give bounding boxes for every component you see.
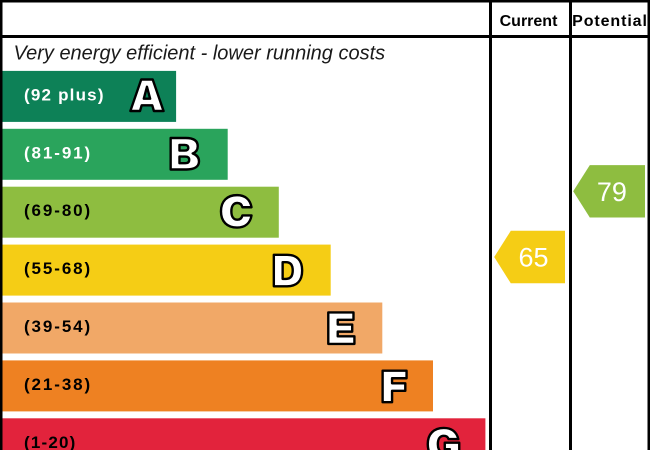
svg-text:Current: Current xyxy=(500,13,558,30)
svg-text:(21-38): (21-38) xyxy=(24,375,92,394)
svg-text:(55-68): (55-68) xyxy=(24,259,92,278)
svg-text:79: 79 xyxy=(597,177,627,207)
svg-text:(92 plus): (92 plus) xyxy=(24,85,105,104)
svg-text:Potential: Potential xyxy=(572,13,648,30)
svg-text:65: 65 xyxy=(518,243,548,273)
svg-text:(39-54): (39-54) xyxy=(24,317,92,336)
svg-text:(69-80): (69-80) xyxy=(24,201,92,220)
svg-text:(81-91): (81-91) xyxy=(24,143,92,162)
svg-text:Very energy efficient - lower: Very energy efficient - lower running co… xyxy=(14,42,386,64)
svg-text:(1-20): (1-20) xyxy=(24,433,77,450)
